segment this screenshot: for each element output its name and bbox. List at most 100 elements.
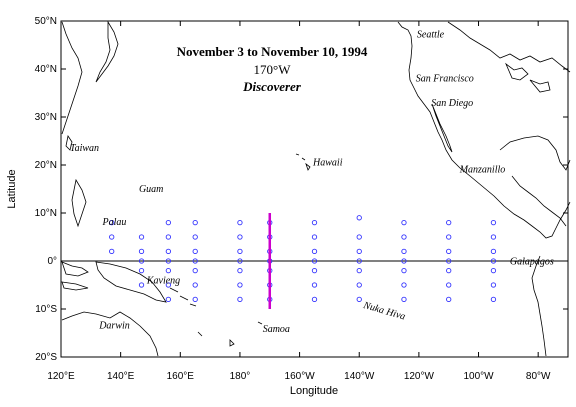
mooring-marker [490, 267, 497, 274]
mooring-marker [192, 248, 198, 255]
mooring-marker [356, 215, 362, 221]
place-label: Samoa [263, 324, 290, 335]
mooring-marker [165, 296, 172, 303]
mooring-marker [138, 258, 145, 264]
mooring-marker [446, 258, 452, 264]
mooring-marker [237, 296, 243, 303]
mooring-marker [237, 258, 243, 264]
title-dates: November 3 to November 10, 1994 [177, 44, 368, 59]
mooring-marker [311, 282, 318, 288]
mooring-marker [138, 248, 145, 255]
x-tick-label: 140°E [107, 371, 135, 382]
mooring-marker [138, 282, 145, 288]
mooring-marker [237, 248, 243, 255]
australia-coast [61, 311, 159, 357]
mooring-marker [401, 234, 407, 240]
mooring-marker [446, 234, 452, 240]
mooring-marker [356, 282, 362, 288]
place-label: Galapagos [510, 256, 554, 267]
mooring-marker [165, 248, 172, 255]
mooring-marker [446, 267, 452, 274]
x-tick-label: 140°W [344, 371, 375, 382]
place-label: Taiwan [70, 143, 99, 154]
solomon-islands [169, 287, 197, 307]
place-label: Darwin [98, 321, 130, 332]
taiwan-coast [65, 134, 73, 151]
place-label: Kavieng [146, 275, 180, 286]
north-america-coast [397, 21, 571, 239]
south-pacific-islands [197, 321, 263, 347]
x-tick-label: 80°W [526, 371, 551, 382]
mooring-marker [192, 219, 198, 226]
mooring-marker [192, 267, 198, 274]
mooring-marker [237, 219, 243, 226]
great-lakes [505, 62, 551, 93]
y-tick-label: 0° [47, 256, 57, 267]
mooring-marker [490, 296, 497, 303]
mooring-marker [109, 234, 115, 240]
mooring-marker [356, 258, 362, 264]
x-tick-label: 180° [230, 371, 251, 382]
mooring-marker [446, 219, 452, 226]
mooring-markers [109, 215, 497, 303]
mooring-marker [192, 234, 198, 240]
mooring-marker [192, 258, 198, 264]
mooring-marker [109, 219, 115, 226]
y-tick-label: 10°S [35, 304, 57, 315]
mooring-marker [192, 282, 198, 288]
x-tick-label: 160°E [167, 371, 195, 382]
mooring-marker [401, 282, 407, 288]
coastlines [61, 20, 571, 357]
mooring-marker [490, 248, 497, 255]
mooring-marker [311, 296, 318, 303]
mooring-marker [356, 248, 362, 255]
mooring-marker [311, 267, 318, 274]
mooring-marker [446, 248, 452, 255]
y-tick-label: 20°S [35, 352, 57, 363]
mooring-marker [490, 282, 497, 288]
x-tick-label: 120°W [404, 371, 435, 382]
mooring-marker [138, 267, 145, 274]
mooring-marker [237, 282, 243, 288]
mooring-marker [446, 282, 452, 288]
place-labels: Seattle San Francisco San Diego Taiwan Hawai… [70, 30, 554, 336]
mooring-marker [237, 267, 243, 274]
mooring-marker [165, 234, 172, 240]
y-tick-label: 20°N [35, 160, 57, 171]
gulf-coast [499, 135, 571, 171]
place-label: Nuka Hiva [361, 300, 406, 323]
plot-frame [60, 20, 569, 358]
y-tick-label: 30°N [35, 112, 57, 123]
mooring-marker [446, 296, 452, 303]
x-tick-label: 120°E [47, 371, 75, 382]
y-tick-label: 50°N [35, 16, 57, 27]
japan-coast [95, 20, 119, 83]
y-tick-label: 40°N [35, 64, 57, 75]
place-label: Palau [102, 217, 127, 228]
mooring-marker [165, 282, 172, 288]
title-ship: Discoverer [242, 79, 302, 94]
mooring-marker [192, 296, 198, 303]
mooring-marker [490, 234, 497, 240]
new-guinea-coast [95, 261, 167, 303]
mooring-marker [311, 248, 318, 255]
south-america-coast [531, 255, 547, 357]
mooring-marker [109, 248, 115, 255]
mooring-marker [138, 234, 145, 240]
mooring-marker [356, 267, 362, 274]
place-label: San Francisco [416, 74, 474, 85]
axis-ticks: 120°E 140°E 160°E 180° 160°W 140°W 120°W 100°W 8… [35, 16, 568, 382]
mooring-marker [356, 296, 362, 303]
mooring-marker [401, 296, 407, 303]
mooring-marker [165, 258, 172, 264]
place-label: Guam [139, 184, 163, 195]
mooring-marker [165, 267, 172, 274]
mooring-marker [165, 219, 172, 226]
mooring-marker [311, 234, 318, 240]
place-label: Hawaii [312, 158, 343, 169]
mooring-marker [490, 258, 497, 264]
mooring-marker [311, 219, 318, 226]
y-tick-label: 10°N [35, 208, 57, 219]
